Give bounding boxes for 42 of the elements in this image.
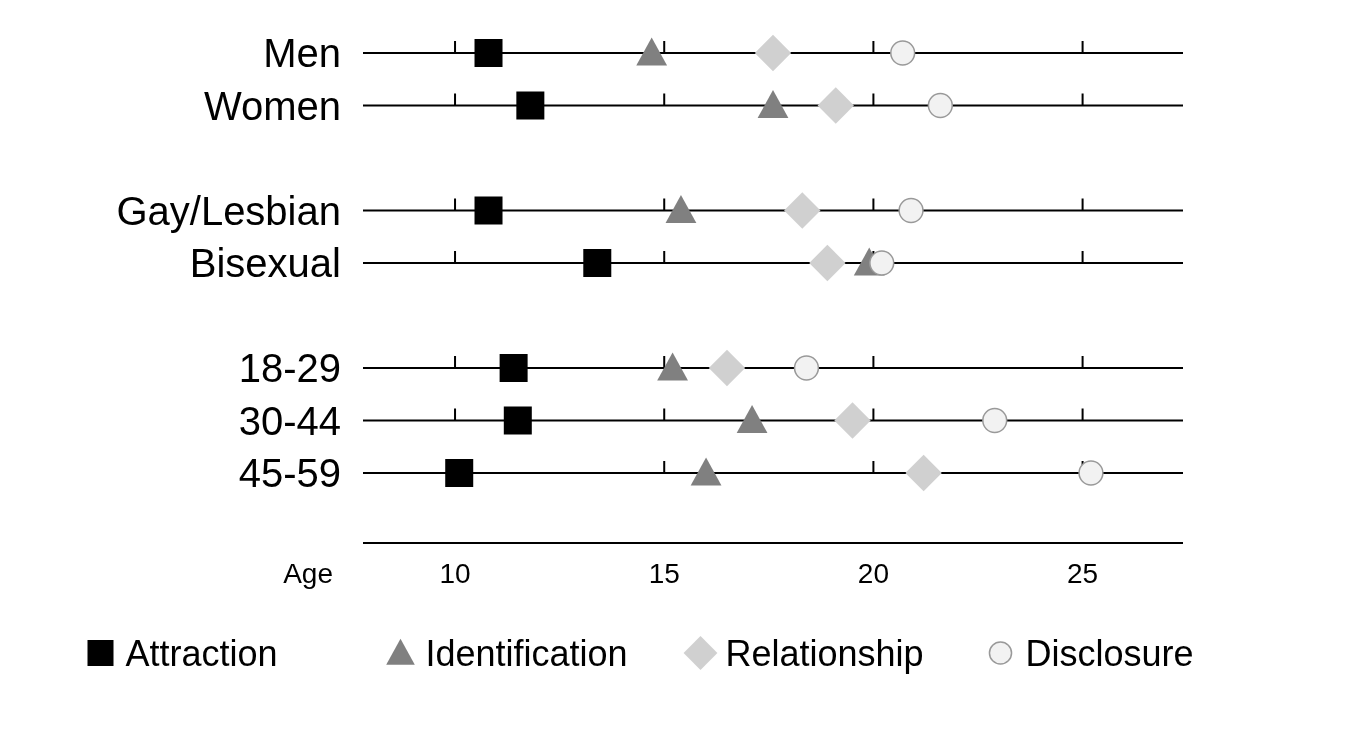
point xyxy=(665,195,697,224)
x-tick-label: 25 xyxy=(1067,558,1099,589)
point xyxy=(793,355,820,381)
x-tick-label: 15 xyxy=(648,558,680,589)
y-tick-label: Men xyxy=(263,31,341,75)
x-axis-title: Age xyxy=(283,558,333,589)
point xyxy=(905,454,942,492)
point xyxy=(657,352,688,381)
point xyxy=(690,457,722,486)
point xyxy=(784,192,821,229)
point xyxy=(817,87,854,124)
point xyxy=(503,406,532,435)
point xyxy=(754,34,792,72)
point xyxy=(834,402,871,439)
point xyxy=(898,197,924,224)
legend-label: Attraction xyxy=(125,632,278,674)
x-tick-label: 20 xyxy=(857,558,889,589)
y-tick-label: 30-44 xyxy=(238,398,341,443)
point xyxy=(757,90,789,119)
point xyxy=(445,459,474,487)
point xyxy=(1078,460,1104,486)
y-tick-label: Gay/Lesbian xyxy=(116,188,341,233)
point xyxy=(499,354,528,382)
y-tick-label: 45-59 xyxy=(238,451,341,495)
point xyxy=(583,249,612,277)
legend-label: Relationship xyxy=(725,632,924,674)
point xyxy=(927,92,953,119)
y-tick-label: Women xyxy=(203,83,341,128)
point xyxy=(736,405,768,434)
legend-label: Identification xyxy=(425,632,628,674)
x-tick-label: 10 xyxy=(439,558,471,589)
point xyxy=(890,40,916,66)
point xyxy=(982,407,1008,434)
point xyxy=(474,196,503,225)
point xyxy=(809,244,846,282)
y-tick-label: Bisexual xyxy=(189,241,341,285)
point xyxy=(636,37,668,66)
point xyxy=(708,349,746,387)
point xyxy=(516,91,545,120)
point xyxy=(474,39,503,67)
legend-label: Disclosure xyxy=(1025,632,1194,674)
y-tick-label: 18-29 xyxy=(238,346,341,390)
